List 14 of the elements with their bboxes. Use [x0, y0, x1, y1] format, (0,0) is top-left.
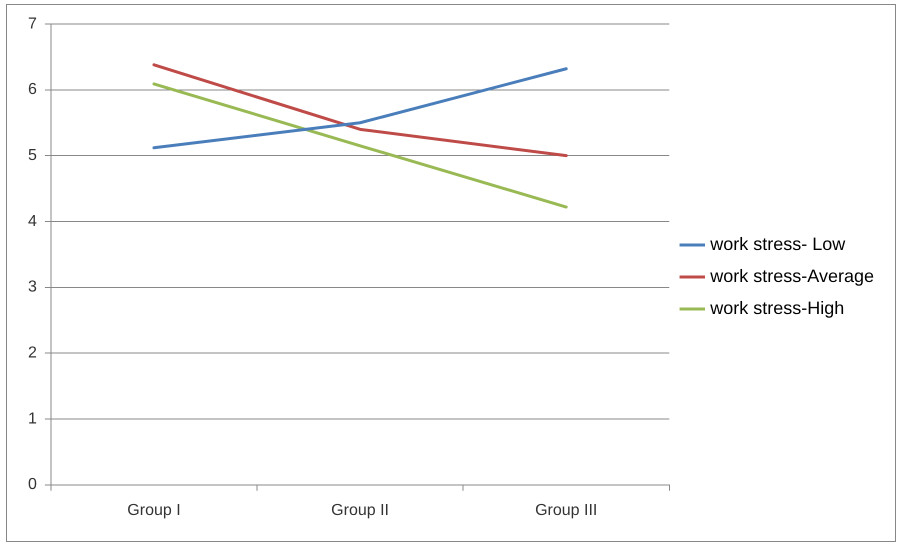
- legend-label: work stress- Low: [709, 234, 846, 254]
- y-tick-label: 1: [28, 410, 37, 428]
- x-tick-label: Group I: [127, 502, 181, 519]
- y-tick-label: 3: [28, 278, 37, 296]
- y-tick-label: 7: [28, 15, 37, 32]
- legend-label: work stress-High: [709, 298, 844, 318]
- y-tick-label: 4: [28, 212, 37, 230]
- x-tick-label: Group II: [331, 502, 389, 519]
- y-tick-label: 6: [28, 81, 37, 98]
- x-tick-label: Group III: [535, 502, 598, 519]
- legend-label: work stress-Average: [709, 266, 874, 286]
- y-tick-label: 0: [28, 476, 37, 494]
- y-tick-label: 5: [28, 147, 37, 164]
- y-tick-label: 2: [28, 344, 37, 362]
